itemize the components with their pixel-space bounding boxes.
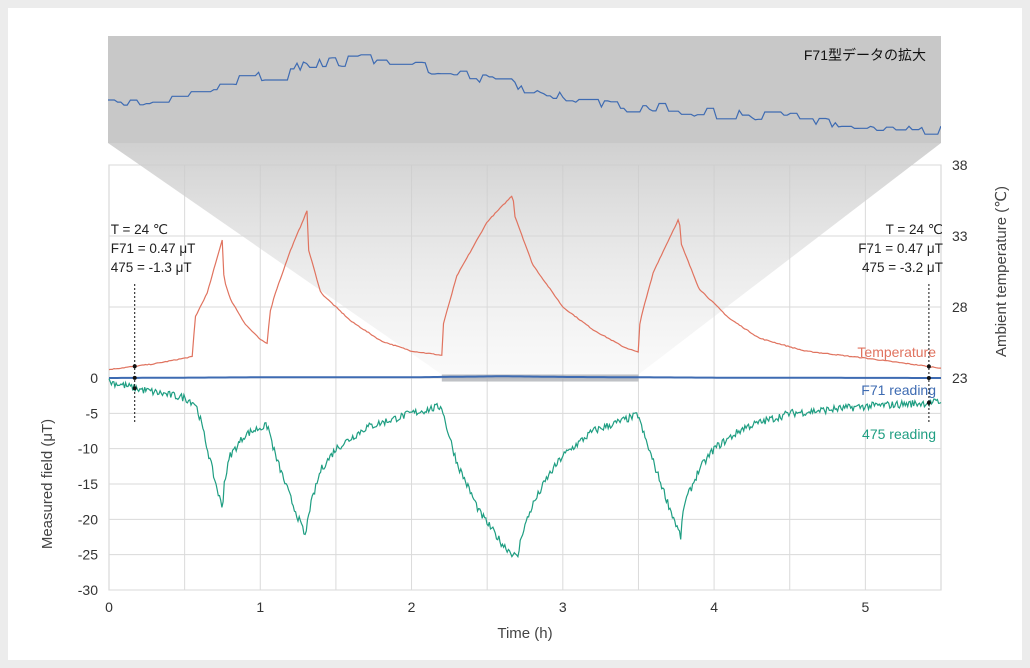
y-left-tick-label: -25 [78, 547, 98, 563]
y-left-tick-label: -20 [78, 511, 98, 527]
y-left-tick-label: -30 [78, 582, 98, 598]
annotation-dot-temperature [926, 364, 931, 369]
annotation-dot-f71 [132, 375, 137, 380]
y-left-tick-label: 0 [90, 370, 98, 386]
series-label-475-reading: 475 reading [862, 426, 936, 442]
zoom-cone [108, 143, 941, 382]
chart-svg: F71型データの拡大 Temperature F71 reading 475 rea… [39, 36, 1010, 642]
annotation-dot-475 [132, 386, 137, 391]
annotation-line: F71 = 0.47 μT [858, 241, 943, 256]
zoom-region-highlight [441, 374, 639, 382]
y-left-tick-label: -15 [78, 476, 98, 492]
annotation-line: T = 24 ℃ [111, 222, 168, 237]
y-right-tick-label: 38 [952, 157, 968, 173]
zoom-cone-shape [108, 143, 941, 375]
y-left-tick-label: -5 [86, 405, 99, 421]
series-layer: Temperature F71 reading 475 reading [108, 195, 942, 559]
x-tick-label: 4 [710, 599, 718, 615]
annotation-line: F71 = 0.47 μT [111, 241, 196, 256]
annotation-dot-f71 [926, 375, 931, 380]
chart-card: F71型データの拡大 Temperature F71 reading 475 rea… [8, 8, 1022, 660]
x-tick-label: 5 [861, 599, 869, 615]
series-label-temperature: Temperature [857, 344, 936, 360]
x-tick-label: 2 [408, 599, 416, 615]
y-left-axis-title: Measured field (μT) [39, 419, 56, 549]
annotation-line: T = 24 ℃ [886, 222, 943, 237]
inset-title: F71型データの拡大 [804, 47, 926, 63]
x-axis-title: Time (h) [497, 625, 552, 642]
y-right-tick-label: 28 [952, 299, 968, 315]
x-tick-label: 1 [256, 599, 264, 615]
annotations: T = 24 ℃ F71 = 0.47 μT 475 = -1.3 μT T = 24… [111, 222, 943, 424]
x-tick-label: 0 [105, 599, 113, 615]
annotation-dot-475 [926, 400, 931, 405]
x-tick-label: 3 [559, 599, 567, 615]
annotation-line: 475 = -1.3 μT [111, 260, 192, 275]
inset-background [108, 36, 941, 143]
annotation-line: 475 = -3.2 μT [862, 260, 943, 275]
y-right-tick-label: 23 [952, 370, 968, 386]
inset-panel: F71型データの拡大 [108, 36, 941, 143]
y-left-tick-label: -10 [78, 441, 98, 457]
series-line-475-reading [108, 378, 942, 559]
annotation-dot-temperature [132, 364, 137, 369]
series-line-f71-reading [109, 375, 941, 379]
y-right-tick-label: 33 [952, 228, 968, 244]
series-label-f71-reading: F71 reading [861, 382, 936, 398]
series-line-temperature [108, 195, 941, 371]
y-right-axis-title: Ambient temperature (℃) [993, 186, 1010, 357]
inset-f71-line [108, 54, 941, 135]
